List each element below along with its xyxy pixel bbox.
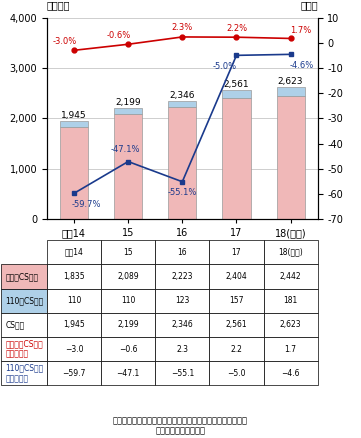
Text: -47.1%: -47.1% xyxy=(111,145,140,154)
Bar xyxy=(277,96,305,219)
Bar xyxy=(168,107,196,219)
Text: -59.7%: -59.7% xyxy=(71,200,101,208)
Bar xyxy=(60,127,88,219)
Bar xyxy=(277,87,305,96)
Bar xyxy=(114,114,142,219)
Text: 2.2%: 2.2% xyxy=(226,25,247,33)
Text: -4.6%: -4.6% xyxy=(289,60,314,70)
Bar xyxy=(168,101,196,107)
Text: （億円）: （億円） xyxy=(47,0,70,11)
Bar xyxy=(114,108,142,114)
Text: -5.0%: -5.0% xyxy=(213,62,236,71)
Text: 1,945: 1,945 xyxy=(61,111,87,120)
Text: 2,199: 2,199 xyxy=(116,98,141,107)
Text: 総務省「一般放送事業者及び有線テレビジョン放送事業者の
収支状況」により作成: 総務省「一般放送事業者及び有線テレビジョン放送事業者の 収支状況」により作成 xyxy=(113,417,248,436)
Text: -0.6%: -0.6% xyxy=(106,32,131,40)
Bar xyxy=(222,90,251,98)
Text: （％）: （％） xyxy=(300,0,318,11)
Text: 2.3%: 2.3% xyxy=(172,23,193,32)
Text: 2,561: 2,561 xyxy=(224,80,249,89)
Text: -55.1%: -55.1% xyxy=(168,188,197,197)
Text: 2,623: 2,623 xyxy=(278,77,303,86)
Text: 1.7%: 1.7% xyxy=(290,26,311,35)
Text: 2,346: 2,346 xyxy=(170,91,195,100)
Bar xyxy=(222,98,251,219)
Bar xyxy=(60,121,88,127)
Text: -3.0%: -3.0% xyxy=(52,37,77,46)
